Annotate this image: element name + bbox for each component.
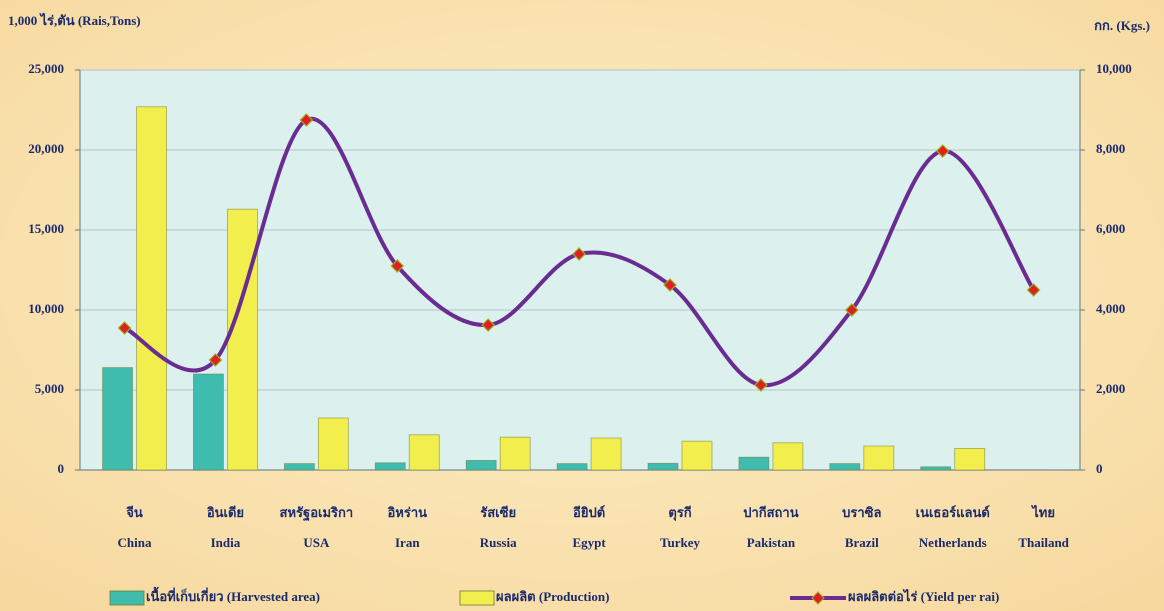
bar <box>738 456 770 471</box>
y2-tick-label: 0 <box>1096 461 1103 476</box>
y-axis-label: 1,000 ไร่,ตัน (Rais,Tons) <box>8 12 141 28</box>
marker <box>208 353 223 367</box>
bar <box>283 463 315 471</box>
bar <box>590 437 622 471</box>
marker <box>844 303 859 317</box>
y2-tick-label: 8,000 <box>1096 141 1125 156</box>
y2-tick-label: 4,000 <box>1096 301 1125 316</box>
bar <box>647 462 679 471</box>
bar <box>193 373 224 471</box>
x-tick-label: China <box>118 535 152 550</box>
x-tick-label: USA <box>303 535 330 550</box>
y-tick-label: 0 <box>58 461 65 476</box>
legend-marker <box>811 591 825 605</box>
y-tick-label: 25,000 <box>28 61 64 76</box>
x-tick-label: จีน <box>126 505 143 520</box>
legend-label: ผลผลิต (Production) <box>496 589 609 604</box>
marker <box>481 318 496 332</box>
x-tick-label: Iran <box>395 535 420 550</box>
x-tick-label: Pakistan <box>747 535 796 550</box>
y2-axis-label: กก. (Kgs.) <box>1094 18 1150 33</box>
bar <box>920 466 952 471</box>
y-tick-label: 10,000 <box>28 301 64 316</box>
bar <box>102 367 133 471</box>
legend-swatch <box>459 590 495 606</box>
marker <box>754 378 768 392</box>
x-tick-label: อินเดีย <box>207 505 244 520</box>
bar <box>465 459 497 471</box>
legend-label: เนื้อที่เก็บเกี่ยว (Harvested area) <box>146 586 320 604</box>
x-tick-label: Egypt <box>572 535 606 550</box>
bar <box>829 463 861 471</box>
legend-swatch <box>109 590 145 606</box>
x-tick-label: เนเธอร์แลนด์ <box>916 505 990 520</box>
marker <box>390 259 405 273</box>
y-tick-label: 20,000 <box>28 141 64 156</box>
bar <box>317 417 349 471</box>
y2-tick-label: 2,000 <box>1096 381 1125 396</box>
y-tick-label: 5,000 <box>35 381 64 396</box>
marker <box>299 113 314 127</box>
x-tick-label: ไทย <box>1030 504 1055 520</box>
x-tick-label: สหรัฐอเมริกา <box>280 505 354 522</box>
marker <box>935 144 950 158</box>
bar <box>136 106 167 471</box>
bar <box>772 442 804 471</box>
y-tick-label: 15,000 <box>28 221 64 236</box>
bar <box>374 462 406 471</box>
x-tick-label: India <box>211 535 241 550</box>
x-tick-label: Brazil <box>845 535 879 550</box>
x-tick-label: Thailand <box>1018 535 1069 550</box>
marker <box>117 321 132 335</box>
bar <box>954 447 986 471</box>
x-tick-label: ตุรกี <box>668 505 691 521</box>
marker <box>572 247 586 261</box>
x-tick-label: อียิปต์ <box>573 505 605 520</box>
marker <box>1026 283 1041 297</box>
x-tick-label: อิหร่าน <box>387 505 427 520</box>
marker <box>663 278 677 292</box>
x-tick-label: Turkey <box>660 535 700 550</box>
bar <box>681 440 713 471</box>
legend-label: ผลผลิตต่อไร่ (Yield per rai) <box>848 588 999 604</box>
bar <box>227 208 258 471</box>
x-tick-label: Russia <box>480 535 517 550</box>
bar <box>863 445 895 471</box>
y2-tick-label: 10,000 <box>1096 61 1132 76</box>
x-tick-label: รัสเซีย <box>480 505 516 520</box>
bar <box>556 463 588 471</box>
x-tick-label: Netherlands <box>919 535 987 550</box>
bar <box>408 434 440 471</box>
bar <box>499 436 531 471</box>
x-tick-label: บราซิล <box>842 505 881 520</box>
y2-tick-label: 6,000 <box>1096 221 1125 236</box>
x-tick-label: ปากีสถาน <box>743 505 799 520</box>
